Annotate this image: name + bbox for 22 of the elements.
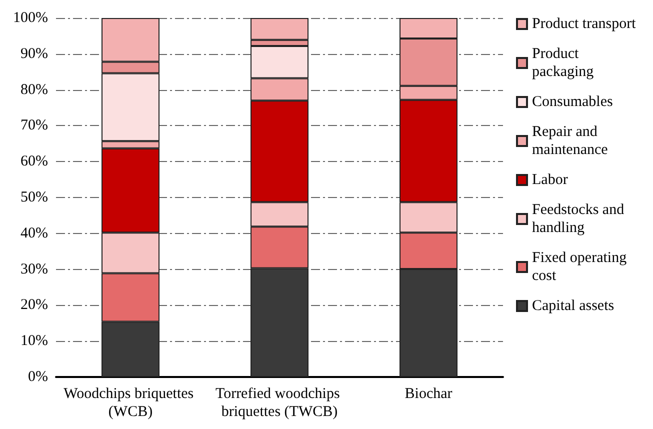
legend-label: Fixed operating cost <box>532 250 630 284</box>
y-tick-label: 0% <box>28 369 48 385</box>
x-tick-label: Torrefied woodchips briquettes (TWCB) <box>215 386 344 420</box>
legend-label: Feedstocks and handling <box>532 202 628 236</box>
y-tick-label: 50% <box>20 190 48 206</box>
legend-label: Capital assets <box>532 298 614 314</box>
legend-label: Product transport <box>532 16 637 32</box>
x-tick-label: Biochar <box>404 386 452 402</box>
y-tick-label: 70% <box>20 118 48 134</box>
y-tick-label: 30% <box>20 261 48 278</box>
y-tick-label: 100% <box>13 10 48 26</box>
y-tick-label: 10% <box>20 333 48 350</box>
legend-label: Labor <box>532 172 568 188</box>
y-tick-label: 40% <box>20 225 48 242</box>
x-tick-label: Woodchips briquettes (WCB) <box>64 386 198 420</box>
y-tick-label: 20% <box>20 297 48 314</box>
y-tick-label: 60% <box>20 154 48 170</box>
y-tick-label: 90% <box>20 46 48 62</box>
legend-label: Product packaging <box>532 46 594 80</box>
legend-label: Consumables <box>532 94 613 110</box>
y-tick-label: 80% <box>20 82 48 98</box>
legend-label: Repair and maintenance <box>532 124 608 158</box>
